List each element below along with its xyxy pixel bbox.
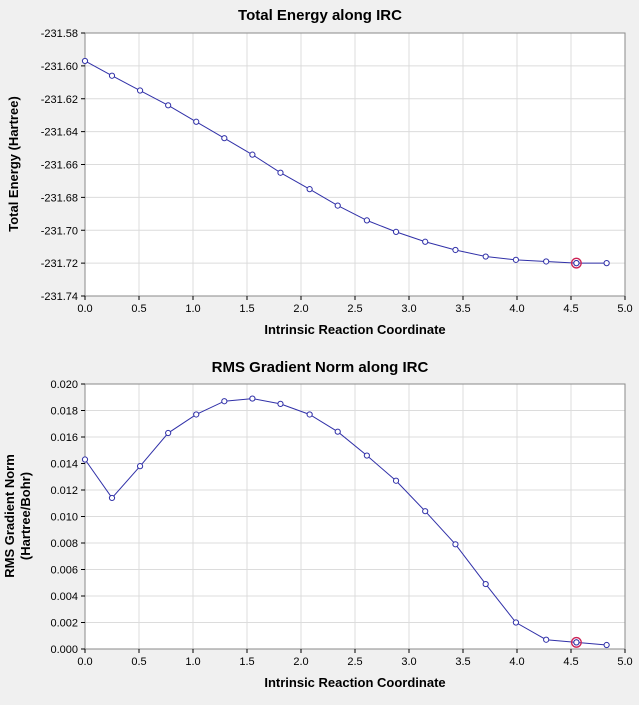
svg-text:4.0: 4.0 (509, 656, 524, 668)
rms-gradient-chart: RMS Gradient Norm along IRC 0.0 0.5 1.0 1.5… (0, 352, 639, 705)
svg-text:3.0: 3.0 (401, 656, 416, 668)
svg-text:-231.74: -231.74 (41, 291, 78, 303)
svg-text:0.000: 0.000 (50, 644, 78, 656)
svg-text:0.002: 0.002 (50, 618, 78, 630)
svg-text:-231.58: -231.58 (41, 28, 78, 40)
svg-text:4.5: 4.5 (563, 303, 578, 315)
y-axis-label-line1: RMS Gradient Norm (2, 454, 17, 578)
svg-text:0.010: 0.010 (50, 512, 78, 524)
svg-text:0.012: 0.012 (50, 485, 78, 497)
svg-text:0.006: 0.006 (50, 565, 78, 577)
svg-text:0.016: 0.016 (50, 432, 78, 444)
x-axis-label: Intrinsic Reaction Coordinate (264, 675, 445, 690)
svg-text:2.0: 2.0 (293, 656, 308, 668)
svg-text:0.020: 0.020 (50, 379, 78, 391)
svg-text:-231.60: -231.60 (41, 61, 78, 73)
svg-text:0.004: 0.004 (50, 591, 78, 603)
svg-text:2.0: 2.0 (293, 303, 308, 315)
plot-area[interactable]: 0.0 0.5 1.0 1.5 2.0 2.5 3.0 3.5 4.0 4.5 5.0 0.000 0.… (50, 379, 632, 668)
svg-text:1.0: 1.0 (185, 303, 200, 315)
rms-gradient-plot[interactable]: RMS Gradient Norm along IRC 0.0 0.5 1.0 1.5… (0, 352, 639, 705)
svg-text:0.0: 0.0 (77, 303, 92, 315)
svg-text:0.5: 0.5 (131, 656, 146, 668)
chart-title: RMS Gradient Norm along IRC (212, 359, 429, 376)
svg-text:5.0: 5.0 (617, 303, 632, 315)
svg-text:1.0: 1.0 (185, 656, 200, 668)
svg-text:-231.72: -231.72 (41, 258, 78, 270)
svg-text:4.5: 4.5 (563, 656, 578, 668)
svg-text:3.0: 3.0 (401, 303, 416, 315)
svg-text:0.014: 0.014 (50, 459, 78, 471)
svg-text:5.0: 5.0 (617, 656, 632, 668)
svg-text:0.008: 0.008 (50, 538, 78, 550)
total-energy-plot[interactable]: Total Energy along IRC 0.0 0.5 1.0 1.5 2.0 2.… (0, 0, 639, 352)
svg-text:3.5: 3.5 (455, 303, 470, 315)
svg-text:3.5: 3.5 (455, 656, 470, 668)
svg-text:1.5: 1.5 (239, 656, 254, 668)
svg-text:0.0: 0.0 (77, 656, 92, 668)
chart-title: Total Energy along IRC (238, 7, 402, 24)
svg-text:0.018: 0.018 (50, 406, 78, 418)
x-axis-label: Intrinsic Reaction Coordinate (264, 322, 445, 337)
total-energy-chart: Total Energy along IRC 0.0 0.5 1.0 1.5 2.0 2.… (0, 0, 639, 352)
svg-text:4.0: 4.0 (509, 303, 524, 315)
plot-area[interactable]: 0.0 0.5 1.0 1.5 2.0 2.5 3.0 3.5 4.0 4.5 5.0 -231.74… (41, 28, 633, 315)
svg-text:-231.68: -231.68 (41, 192, 78, 204)
svg-text:0.5: 0.5 (131, 303, 146, 315)
y-axis-label-line2: (Hartree/Bohr) (18, 472, 33, 560)
svg-text:1.5: 1.5 (239, 303, 254, 315)
svg-text:-231.66: -231.66 (41, 160, 78, 172)
svg-text:-231.70: -231.70 (41, 225, 78, 237)
svg-text:2.5: 2.5 (347, 656, 362, 668)
y-axis-label: Total Energy (Hartree) (6, 96, 21, 232)
svg-text:-231.62: -231.62 (41, 94, 78, 106)
svg-text:-231.64: -231.64 (41, 127, 78, 139)
svg-text:2.5: 2.5 (347, 303, 362, 315)
